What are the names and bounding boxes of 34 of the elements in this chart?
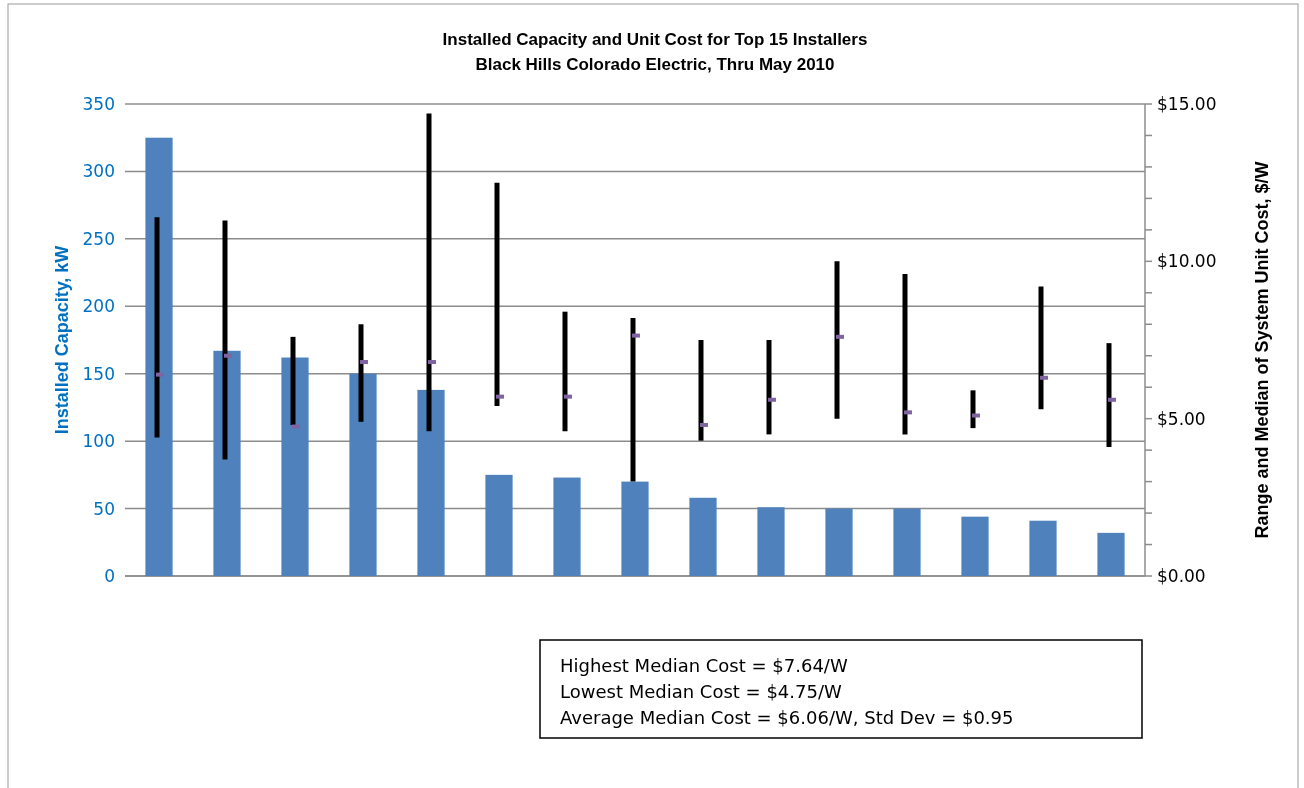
bar	[689, 497, 717, 576]
text: Lowest Median Cost = $4.75/W	[560, 681, 843, 702]
bar	[893, 508, 921, 576]
bar	[961, 516, 989, 576]
bar	[417, 389, 445, 576]
y-tick-label: 350	[82, 93, 115, 114]
bar	[1029, 520, 1057, 576]
chart-subtitle: Black Hills Colorado Electric, Thru May 2010	[475, 55, 835, 74]
bar	[1097, 532, 1125, 576]
chart-title: Installed Capacity and Unit Cost for Top 15 Installers	[442, 30, 868, 49]
bar	[825, 508, 853, 576]
y-tick-label: 250	[82, 228, 115, 249]
bar	[145, 137, 173, 576]
bar	[213, 350, 241, 576]
bar	[553, 477, 581, 576]
y2-tick-label: $5.00	[1157, 408, 1206, 429]
y2-tick-label: $0.00	[1157, 565, 1206, 586]
y-axis-title: Installed Capacity, kW	[52, 245, 72, 435]
bar	[621, 481, 649, 576]
y-tick-label: 50	[93, 498, 115, 519]
y2-tick-label: $15.00	[1157, 93, 1217, 114]
y2-axis-title: Range and Median of System Unit Cost, $/W	[1252, 161, 1272, 539]
text: Average Median Cost = $6.06/W, Std Dev = $0.95	[560, 707, 1014, 728]
bar	[349, 373, 377, 576]
bar	[485, 474, 513, 576]
y-tick-label: 0	[104, 565, 115, 586]
y-tick-label: 300	[82, 161, 115, 182]
bar	[757, 507, 785, 576]
y-tick-label: 100	[82, 431, 115, 452]
y2-tick-label: $10.00	[1157, 251, 1217, 272]
y-tick-label: 200	[82, 296, 115, 317]
text: Highest Median Cost = $7.64/W	[560, 655, 848, 676]
y-tick-label: 150	[82, 363, 115, 384]
bar	[281, 357, 309, 576]
